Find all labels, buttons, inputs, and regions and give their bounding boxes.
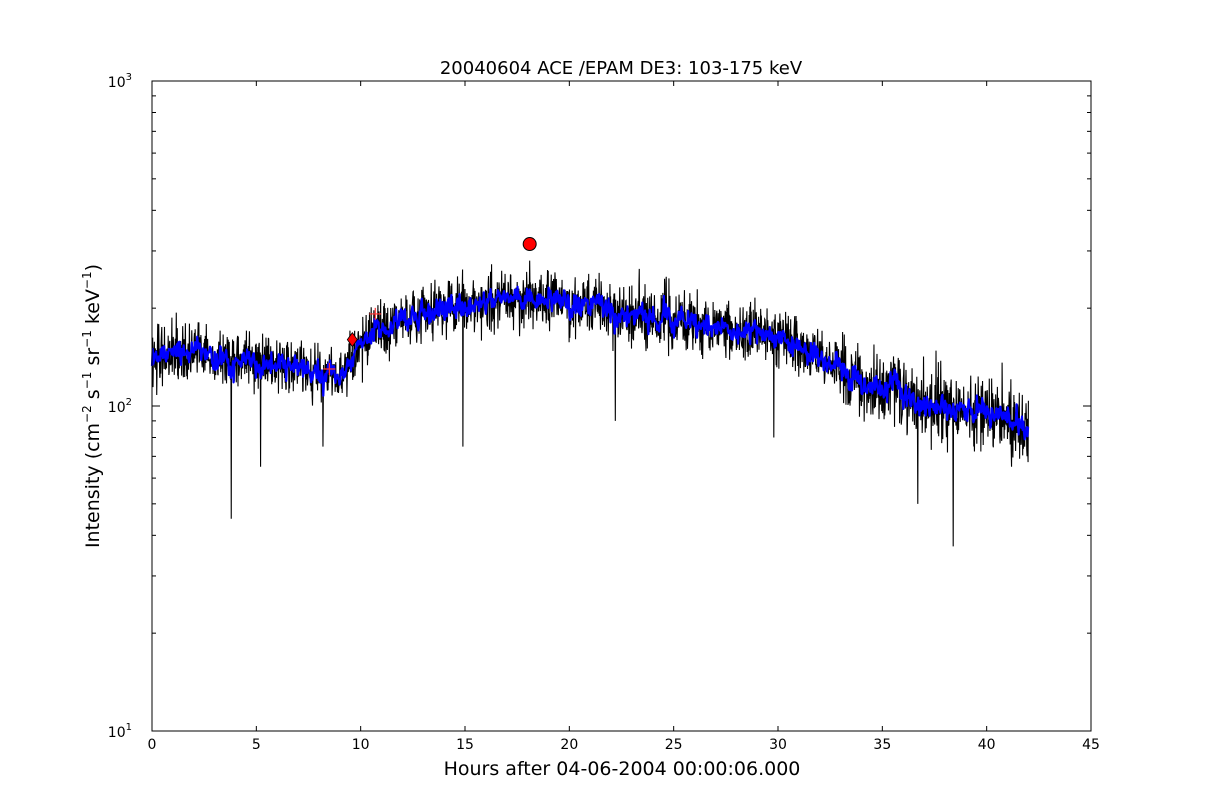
x-tick-label: 40 <box>978 737 996 753</box>
y-tick-label-exponent: 3 <box>126 72 132 83</box>
y-axis-title-exponent: −1 <box>80 330 94 348</box>
x-tick-label: 10 <box>352 737 370 753</box>
y-axis-title-unit: sr <box>82 348 104 372</box>
x-tick-label: 15 <box>456 737 474 753</box>
y-axis-title-exponent: −1 <box>80 271 94 289</box>
y-axis-title: Intensity (cm−2 s−1 sr−1 keV−1) <box>80 264 104 548</box>
y-axis-title-unit: keV <box>82 289 104 330</box>
y-tick-label-exponent: 1 <box>126 722 132 733</box>
chart-title: 20040604 ACE /EPAM DE3: 103-175 keV <box>440 58 803 79</box>
cross-marker <box>323 362 336 375</box>
x-axis-title: Hours after 04-06-2004 00:00:06.000 <box>444 758 801 780</box>
x-tick-label: 25 <box>665 737 683 753</box>
plot-data-layer <box>150 237 1030 547</box>
smoothed-intensity-series <box>150 285 1030 441</box>
y-axis-title-unit: ) <box>82 264 104 271</box>
y-axis-title-text: Intensity (cm <box>82 423 104 548</box>
y-tick-label: 103 <box>108 72 132 91</box>
y-tick-label-base: 10 <box>108 725 126 741</box>
y-tick-label-base: 10 <box>108 75 126 91</box>
x-tick-label: 35 <box>873 737 891 753</box>
x-tick-label: 0 <box>148 737 157 753</box>
x-tick-label: 20 <box>560 737 578 753</box>
y-tick-label: 101 <box>108 722 132 741</box>
x-tick-label: 45 <box>1082 737 1100 753</box>
y-tick-label-base: 10 <box>108 400 126 416</box>
y-axis-title-exponent: −1 <box>80 372 94 390</box>
cross-marker <box>369 307 382 320</box>
y-tick-label-exponent: 2 <box>126 397 132 408</box>
peak-marker <box>522 237 537 252</box>
y-tick-label: 102 <box>108 397 132 416</box>
y-axis-title-exponent: −2 <box>80 405 94 423</box>
y-axis-title-unit: s <box>82 389 104 405</box>
x-tick-label: 30 <box>769 737 787 753</box>
onset-marker <box>346 331 358 348</box>
x-tick-label: 5 <box>252 737 261 753</box>
